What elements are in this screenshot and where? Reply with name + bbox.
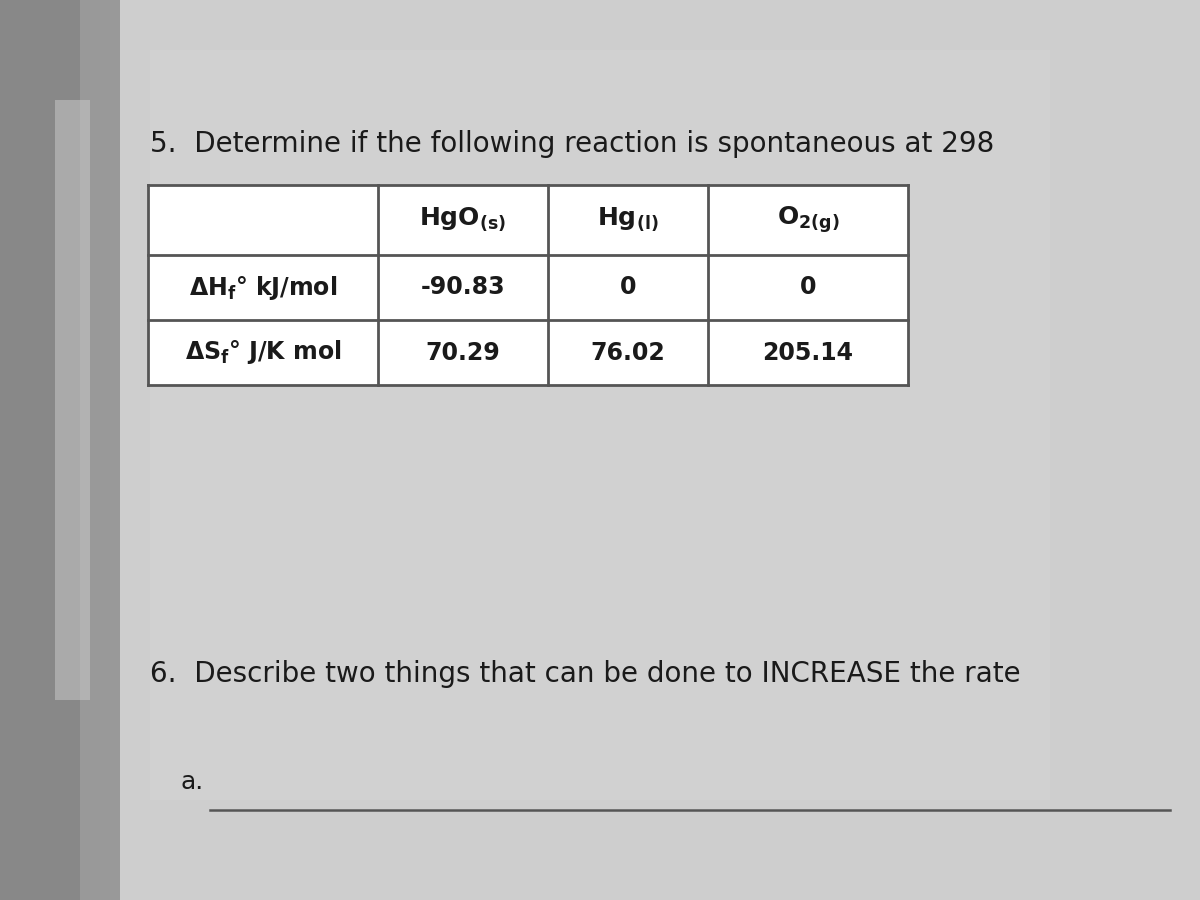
Text: $\mathregular{\Delta S_f°}$ J/K mol: $\mathregular{\Delta S_f°}$ J/K mol [185, 338, 341, 366]
Text: 0: 0 [619, 275, 636, 300]
Bar [708, 320, 908, 385]
Bar [55, 100, 90, 700]
Text: $\mathregular{O_{2(g)}}$: $\mathregular{O_{2(g)}}$ [776, 204, 839, 236]
Bar [708, 185, 908, 255]
Text: 76.02: 76.02 [590, 340, 665, 364]
Bar [148, 255, 378, 320]
Text: 5.  Determine if the following reaction is spontaneous at 298: 5. Determine if the following reaction i… [150, 130, 995, 158]
Bar [548, 255, 708, 320]
Text: $\mathregular{HgO_{(s)}}$: $\mathregular{HgO_{(s)}}$ [419, 206, 506, 234]
Bar [548, 320, 708, 385]
Bar [0, 0, 120, 900]
Text: $\mathregular{\Delta H_f°}$ kJ/mol: $\mathregular{\Delta H_f°}$ kJ/mol [188, 274, 337, 302]
Bar [148, 185, 378, 255]
Bar [150, 50, 1050, 800]
Text: $\mathregular{Hg_{(l)}}$: $\mathregular{Hg_{(l)}}$ [598, 206, 659, 234]
Bar [378, 185, 548, 255]
Text: 6.  Describe two things that can be done to INCREASE the rate: 6. Describe two things that can be done … [150, 660, 1021, 688]
Text: 70.29: 70.29 [426, 340, 500, 364]
Bar [378, 255, 548, 320]
Bar [548, 185, 708, 255]
Bar [708, 255, 908, 320]
Bar [378, 320, 548, 385]
Bar [148, 320, 378, 385]
Text: 205.14: 205.14 [762, 340, 853, 364]
Text: 0: 0 [799, 275, 816, 300]
Text: a.: a. [180, 770, 203, 794]
Bar [80, 0, 160, 900]
Text: -90.83: -90.83 [421, 275, 505, 300]
